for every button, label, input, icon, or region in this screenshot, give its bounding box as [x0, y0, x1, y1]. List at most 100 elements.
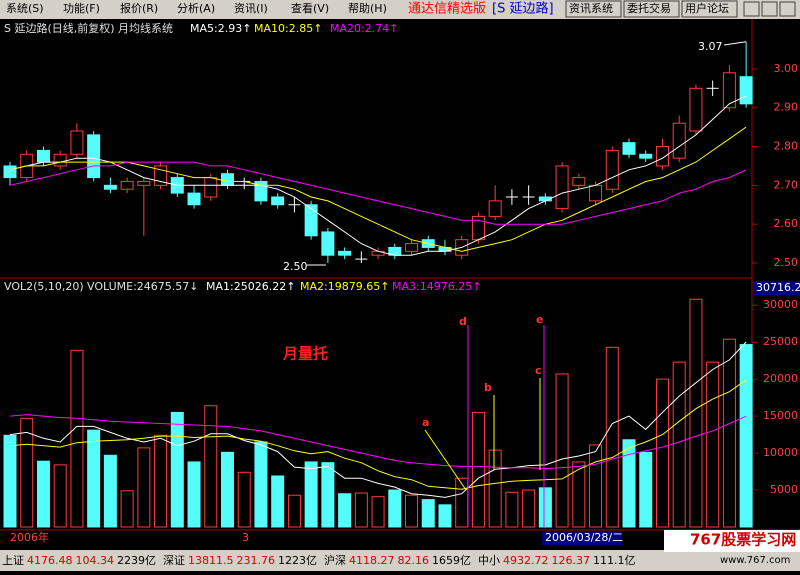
ma-line — [9, 95, 747, 256]
candle-body — [672, 122, 686, 159]
legend-entry: MA3:14976.25↑ — [392, 280, 481, 293]
menu-item[interactable]: 查看(V) — [291, 1, 329, 15]
cursor-label: 30716.2 — [756, 281, 800, 294]
legend-entry: VOLUME:24675.57↓ — [87, 280, 198, 293]
volume-bar — [689, 298, 703, 528]
window-button[interactable] — [761, 1, 778, 17]
volume-bar — [338, 493, 352, 528]
button[interactable] — [565, 0, 622, 18]
candle-body — [3, 165, 17, 179]
candle-body — [321, 231, 335, 256]
price-label: 3.07 — [698, 40, 723, 53]
y-tick-label: 30000 — [763, 298, 798, 311]
status-amount: 111.1亿 — [593, 554, 636, 567]
ma-line — [9, 341, 747, 498]
status-name: 上证 — [2, 554, 24, 567]
menu-item[interactable]: 资讯(I) — [234, 2, 268, 15]
y-tick-label: 2.50 — [774, 256, 799, 269]
status-name: 深证 — [163, 554, 185, 567]
candle-body — [36, 149, 50, 163]
date-label: 3 — [242, 531, 249, 544]
volume-bar — [237, 471, 251, 528]
menu-item[interactable]: 分析(A) — [177, 1, 215, 15]
button-label[interactable]: 用户论坛 — [685, 1, 729, 15]
volume-bar — [622, 439, 636, 528]
window-button[interactable] — [743, 1, 760, 17]
volume-bar — [488, 449, 502, 528]
price-label: 2.50 — [283, 260, 308, 273]
volume-bar — [522, 489, 536, 528]
ma-line — [9, 161, 747, 225]
status-bar — [0, 550, 800, 571]
volume-bar — [287, 494, 301, 528]
marker-label: b — [484, 381, 492, 394]
y-tick-label: 10000 — [763, 446, 798, 459]
y-tick-label: 2.70 — [774, 178, 799, 191]
volume-bar — [354, 492, 368, 528]
volume-bar — [271, 475, 285, 528]
date-label: 2006年 — [10, 530, 49, 544]
marker-label: a — [422, 416, 429, 429]
menu-item[interactable]: 帮助(H) — [348, 1, 387, 15]
volume-bar — [538, 487, 552, 528]
y-tick-label: 2.60 — [774, 217, 799, 230]
volume-bar — [36, 460, 50, 528]
status-price: 13811.5 — [188, 554, 234, 567]
volume-bar — [471, 411, 485, 528]
brand: 通达信精选版 — [408, 2, 486, 17]
menu-item[interactable]: 功能(F) — [63, 1, 100, 15]
candle-body — [622, 142, 636, 155]
volume-bar — [739, 344, 753, 528]
marker-label: c — [535, 364, 542, 377]
pointer — [723, 41, 747, 46]
candle-body — [338, 250, 352, 256]
ma-line — [9, 126, 747, 252]
status-amount: 2239亿 — [117, 554, 156, 567]
note: 月量托 — [282, 345, 328, 363]
button-label[interactable]: 资讯系统 — [569, 2, 613, 15]
window-button[interactable] — [779, 1, 796, 17]
menu-item[interactable]: 系统(S) — [6, 2, 44, 15]
menu-item[interactable]: 报价(R) — [120, 1, 158, 15]
status-change: 231.76 — [237, 554, 276, 567]
volume-bar — [655, 378, 669, 528]
marker-label: e — [536, 313, 543, 326]
cursor-date-box — [542, 531, 622, 545]
candle-body — [271, 196, 285, 206]
status-change: 82.16 — [398, 554, 430, 567]
status-price: 4176.48 — [27, 554, 73, 567]
candle-body — [103, 184, 117, 190]
volume-bar — [321, 462, 335, 528]
y-tick-label: 5000 — [770, 483, 798, 496]
volume-bar — [53, 464, 67, 528]
chart-title: VOL2(5,10,20) — [4, 280, 84, 293]
volume-bar — [87, 429, 101, 528]
volume-bar — [137, 447, 151, 528]
status-price: 4118.27 — [349, 554, 395, 567]
button-label[interactable]: 委托交易 — [627, 1, 671, 15]
volume-bar — [388, 489, 402, 528]
legend-entry: MA20:2.74↑ — [330, 22, 398, 35]
status-change: 104.34 — [76, 554, 115, 567]
volume-bar — [220, 451, 234, 528]
legend-entry: MA5:2.93↑ — [190, 22, 251, 35]
button[interactable] — [623, 0, 680, 18]
candle-body — [87, 134, 101, 179]
y-tick-label: 2.80 — [774, 140, 799, 153]
watermark-box — [664, 530, 800, 552]
marker-label: d — [459, 315, 467, 328]
candle-body — [572, 177, 586, 186]
volume-bar — [20, 417, 34, 528]
candle-body — [739, 76, 753, 105]
button[interactable] — [681, 0, 738, 18]
candle-body — [220, 173, 234, 186]
candle-body — [120, 180, 134, 190]
volume-bar — [706, 361, 720, 528]
volume-bar — [589, 444, 603, 528]
candle-body — [187, 192, 201, 206]
candle-body — [405, 243, 419, 252]
candle-body — [639, 153, 653, 159]
volume-bar — [154, 434, 168, 528]
y-tick-label: 3.00 — [774, 62, 799, 75]
candle-body — [70, 130, 84, 155]
